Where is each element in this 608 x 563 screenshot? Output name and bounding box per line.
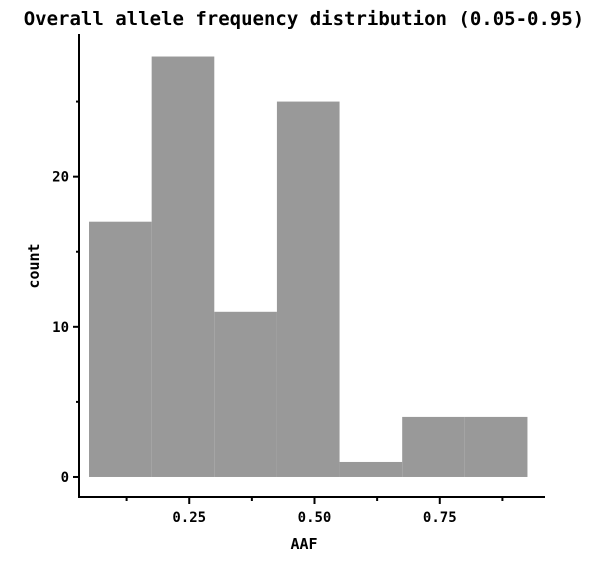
histogram-bar-2 bbox=[151, 56, 215, 477]
bars-group bbox=[89, 56, 528, 477]
histogram-bar-1 bbox=[89, 221, 152, 477]
x-tick-label: 0.50 bbox=[298, 510, 332, 526]
y-tick-label: 20 bbox=[52, 170, 69, 186]
x-tick-label: 0.25 bbox=[172, 510, 206, 526]
histogram-bar-3 bbox=[214, 311, 277, 477]
y-axis-label: count bbox=[25, 243, 43, 288]
x-axis-label: AAF bbox=[290, 535, 317, 553]
histogram-bar-6 bbox=[402, 416, 465, 477]
axis-ticks-group: 0.25 0.50 0.75 0 10 20 bbox=[52, 100, 504, 526]
x-tick-label: 0.75 bbox=[423, 510, 457, 526]
histogram-bar-7 bbox=[464, 416, 528, 477]
histogram-bar-5 bbox=[339, 461, 403, 477]
y-tick-label: 0 bbox=[61, 470, 69, 486]
chart-title: Overall allele frequency distribution (0… bbox=[24, 8, 585, 30]
y-tick-label: 10 bbox=[52, 320, 69, 336]
histogram-bar-4 bbox=[276, 101, 340, 477]
